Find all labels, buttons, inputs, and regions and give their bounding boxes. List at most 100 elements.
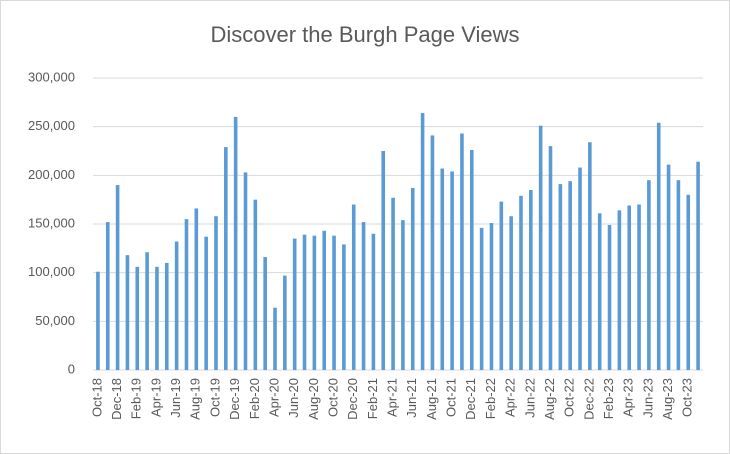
bar (578, 167, 582, 370)
bar (322, 230, 327, 370)
x-tick-label: Feb-22 (483, 378, 498, 419)
x-tick-label: Dec-20 (345, 378, 360, 420)
x-tick-label: Apr-20 (266, 378, 281, 417)
bar (194, 208, 199, 370)
bar (351, 204, 356, 370)
x-tick-label: Jun-21 (404, 378, 419, 418)
x-tick-label: Dec-19 (227, 378, 242, 420)
bar (430, 135, 435, 370)
bar (529, 189, 533, 370)
bar (184, 219, 189, 370)
x-tick-label: Feb-19 (129, 378, 144, 419)
bar (499, 201, 504, 370)
bar (558, 184, 563, 370)
bar (342, 244, 346, 370)
bar (627, 205, 632, 370)
bar (440, 168, 445, 370)
bar (617, 210, 622, 370)
x-tick-label: Dec-18 (109, 378, 124, 420)
bar (538, 125, 543, 371)
bar (224, 147, 228, 370)
y-tick-label: 0 (68, 361, 75, 376)
y-tick-label: 100,000 (28, 264, 75, 279)
y-tick-label: 300,000 (28, 69, 75, 84)
bar (597, 213, 602, 370)
x-tick-label: Apr-21 (385, 378, 400, 417)
x-tick-label: Dec-21 (463, 378, 478, 420)
bar (273, 307, 277, 370)
x-tick-label: Dec-22 (581, 378, 596, 420)
bar (174, 241, 179, 370)
x-tick-label: Jun-23 (640, 378, 655, 418)
bar (568, 181, 572, 370)
x-tick-label: Feb-23 (601, 378, 616, 419)
bar (381, 151, 386, 370)
bar (666, 164, 671, 370)
y-tick-label: 150,000 (28, 215, 75, 230)
bar (155, 266, 159, 370)
bar (647, 180, 651, 370)
bar (263, 257, 267, 370)
x-tick-label: Aug-22 (542, 378, 557, 420)
bar (292, 238, 297, 370)
bar (676, 180, 681, 370)
x-tick-label: Jun-22 (522, 378, 537, 418)
x-tick-label: Aug-21 (424, 378, 439, 420)
bar (243, 172, 248, 370)
bar (656, 122, 661, 370)
bar (283, 275, 287, 370)
x-tick-label: Oct-18 (89, 378, 104, 417)
bar (125, 255, 130, 370)
bar (371, 233, 376, 370)
y-tick-label: 200,000 (28, 167, 75, 182)
bar (115, 185, 120, 370)
x-tick-label: Aug-23 (660, 378, 675, 420)
x-tick-label: Aug-19 (188, 378, 203, 420)
bar (96, 271, 100, 370)
bar (420, 113, 425, 370)
bar (135, 266, 140, 370)
bar (637, 204, 641, 370)
x-tick-label: Feb-20 (247, 378, 262, 419)
bar (469, 150, 474, 370)
bar (410, 187, 415, 370)
x-tick-label: Oct-21 (444, 378, 459, 417)
bar (105, 222, 110, 370)
bar (686, 194, 691, 370)
bar (361, 222, 366, 370)
bar (607, 224, 612, 370)
bar (332, 235, 336, 370)
chart-title: Discover the Burgh Page Views (211, 22, 520, 47)
x-tick-label: Oct-23 (680, 378, 695, 417)
bar (253, 199, 258, 370)
bar (391, 197, 395, 370)
bar (401, 220, 405, 370)
x-tick-label: Jun-19 (168, 378, 183, 418)
x-tick-label: Apr-22 (503, 378, 518, 417)
x-tick-label: Oct-22 (562, 378, 577, 417)
bar (145, 252, 149, 370)
bar (460, 133, 464, 370)
bar (214, 216, 218, 370)
bar (696, 161, 700, 370)
bar (489, 223, 494, 370)
y-tick-label: 250,000 (28, 118, 75, 133)
bar (164, 262, 169, 370)
x-tick-label: Feb-21 (365, 378, 380, 419)
bar (588, 142, 592, 370)
bar (519, 195, 523, 370)
bar (450, 171, 454, 370)
bar (204, 236, 208, 370)
x-tick-label: Oct-20 (325, 378, 340, 417)
bar (479, 227, 484, 370)
x-tick-label: Jun-20 (286, 378, 301, 418)
bar (233, 116, 238, 370)
x-tick-label: Apr-23 (621, 378, 636, 417)
x-tick-label: Apr-19 (148, 378, 163, 417)
bar (548, 146, 553, 370)
x-tick-label: Oct-19 (207, 378, 222, 417)
bar (302, 234, 307, 370)
bar (312, 235, 317, 370)
y-tick-label: 50,000 (35, 313, 75, 328)
